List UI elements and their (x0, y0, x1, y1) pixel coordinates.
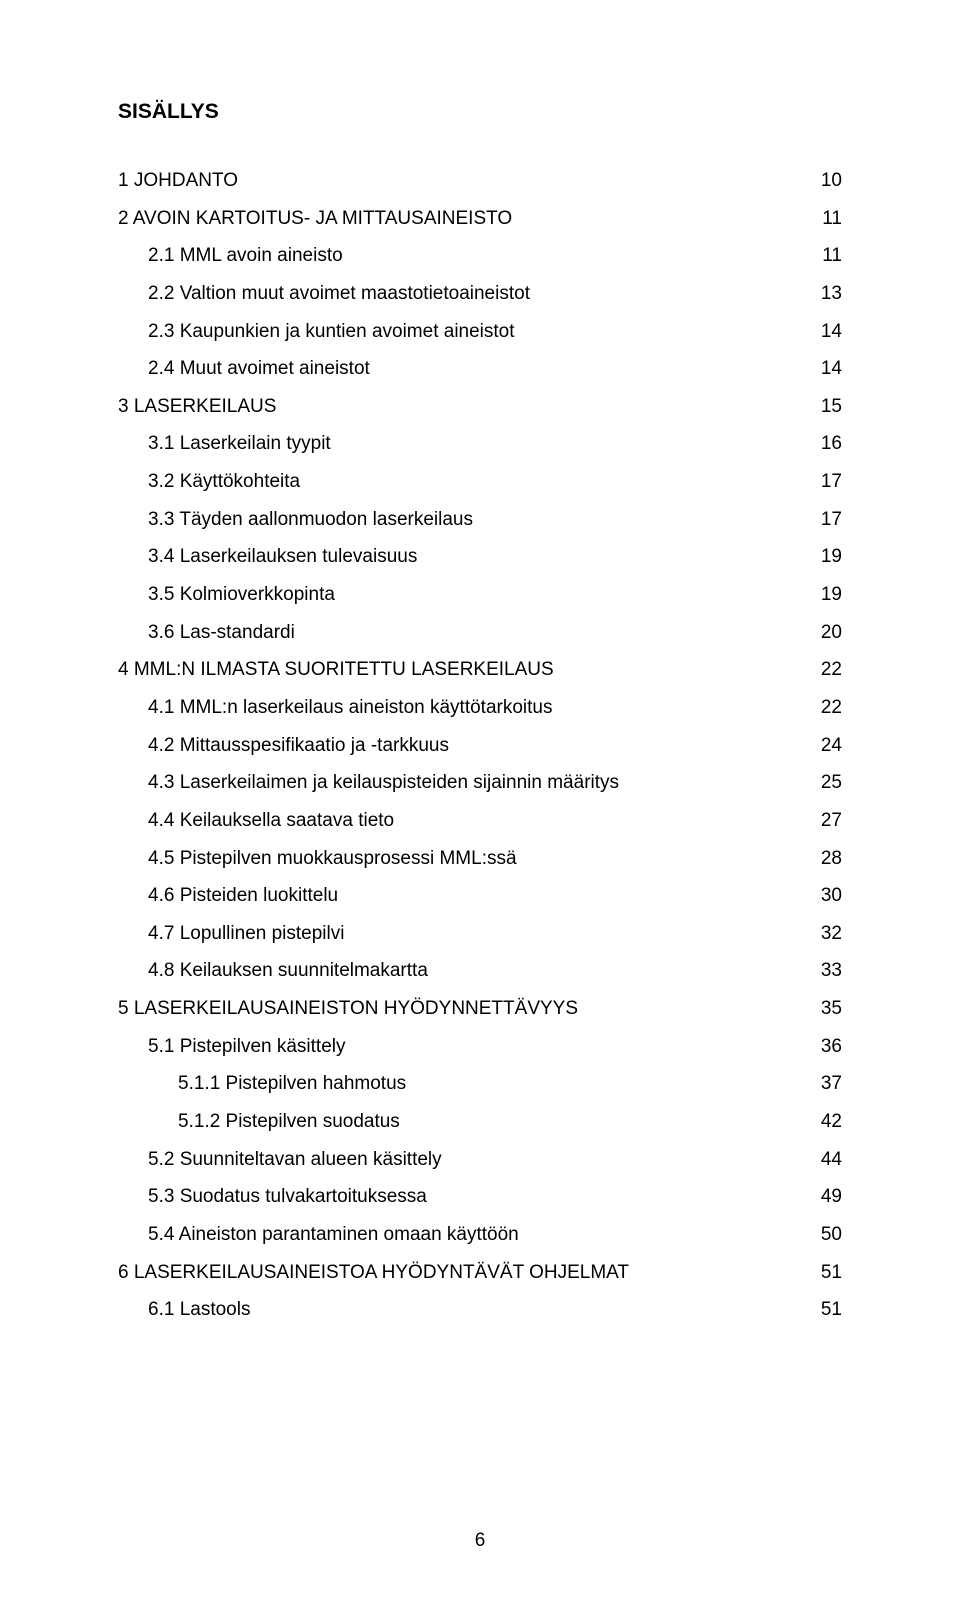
toc-entry-page: 22 (812, 657, 842, 683)
toc-entry-label: 2 AVOIN KARTOITUS- JA MITTAUSAINEISTO (118, 206, 812, 232)
toc-row: 3 LASERKEILAUS15 (118, 394, 842, 420)
toc-entry-page: 17 (812, 469, 842, 495)
toc-row: 2.3 Kaupunkien ja kuntien avoimet aineis… (118, 319, 842, 345)
toc-row: 2.4 Muut avoimet aineistot14 (118, 356, 842, 382)
toc-entry-label: 5.1 Pistepilven käsittely (118, 1034, 812, 1060)
toc-row: 4.4 Keilauksella saatava tieto27 (118, 808, 842, 834)
toc-entry-label: 6.1 Lastools (118, 1297, 812, 1323)
toc-entry-label: 4.1 MML:n laserkeilaus aineiston käyttöt… (118, 695, 812, 721)
toc-entry-label: 4.7 Lopullinen pistepilvi (118, 921, 812, 947)
toc-row: 3.2 Käyttökohteita17 (118, 469, 842, 495)
toc-entry-label: 4.3 Laserkeilaimen ja keilauspisteiden s… (118, 770, 812, 796)
toc-entry-page: 16 (812, 431, 842, 457)
toc-row: 1 JOHDANTO10 (118, 168, 842, 194)
toc-entry-page: 36 (812, 1034, 842, 1060)
toc-entry-label: 4.5 Pistepilven muokkausprosessi MML:ssä (118, 846, 812, 872)
toc-row: 5 LASERKEILAUSAINEISTON HYÖDYNNETTÄVYYS3… (118, 996, 842, 1022)
toc-entry-page: 14 (812, 319, 842, 345)
toc-entry-page: 11 (812, 243, 842, 269)
toc-entry-label: 5.1.2 Pistepilven suodatus (118, 1109, 812, 1135)
toc-row: 3.5 Kolmioverkkopinta19 (118, 582, 842, 608)
toc-entry-page: 33 (812, 958, 842, 984)
toc-entry-page: 37 (812, 1071, 842, 1097)
toc-entry-label: 5.3 Suodatus tulvakartoituksessa (118, 1184, 812, 1210)
toc-entry-page: 20 (812, 620, 842, 646)
page-number: 6 (0, 1530, 960, 1552)
toc-entry-page: 50 (812, 1222, 842, 1248)
toc-row: 4.8 Keilauksen suunnitelmakartta33 (118, 958, 842, 984)
toc-entry-page: 17 (812, 507, 842, 533)
toc-entry-label: 3.5 Kolmioverkkopinta (118, 582, 812, 608)
toc-entry-label: 4.2 Mittausspesifikaatio ja -tarkkuus (118, 733, 812, 759)
toc-row: 4.1 MML:n laserkeilaus aineiston käyttöt… (118, 695, 842, 721)
toc-row: 3.6 Las-standardi20 (118, 620, 842, 646)
toc-entry-label: 2.2 Valtion muut avoimet maastotietoaine… (118, 281, 812, 307)
toc-entry-label: 3.1 Laserkeilain tyypit (118, 431, 812, 457)
toc-entry-page: 24 (812, 733, 842, 759)
toc-entry-label: 3.4 Laserkeilauksen tulevaisuus (118, 544, 812, 570)
toc-entry-page: 15 (812, 394, 842, 420)
toc-entry-label: 3.2 Käyttökohteita (118, 469, 812, 495)
toc-entry-page: 10 (812, 168, 842, 194)
toc-entry-label: 3.3 Täyden aallonmuodon laserkeilaus (118, 507, 812, 533)
toc-entry-page: 30 (812, 883, 842, 909)
toc-entry-label: 5.4 Aineiston parantaminen omaan käyttöö… (118, 1222, 812, 1248)
toc-row: 4.7 Lopullinen pistepilvi32 (118, 921, 842, 947)
toc-entry-label: 4.8 Keilauksen suunnitelmakartta (118, 958, 812, 984)
toc-row: 5.1.1 Pistepilven hahmotus37 (118, 1071, 842, 1097)
toc-row: 6.1 Lastools51 (118, 1297, 842, 1323)
toc-entry-page: 14 (812, 356, 842, 382)
toc-row: 4.5 Pistepilven muokkausprosessi MML:ssä… (118, 846, 842, 872)
toc-entry-label: 4 MML:N ILMASTA SUORITETTU LASERKEILAUS (118, 657, 812, 683)
toc-row: 4 MML:N ILMASTA SUORITETTU LASERKEILAUS2… (118, 657, 842, 683)
toc-row: 3.1 Laserkeilain tyypit16 (118, 431, 842, 457)
toc-entry-page: 22 (812, 695, 842, 721)
toc-entry-label: 2.4 Muut avoimet aineistot (118, 356, 812, 382)
toc-entry-page: 42 (812, 1109, 842, 1135)
toc-row: 5.1 Pistepilven käsittely36 (118, 1034, 842, 1060)
toc-row: 6 LASERKEILAUSAINEISTOA HYÖDYNTÄVÄT OHJE… (118, 1260, 842, 1286)
toc-entry-page: 32 (812, 921, 842, 947)
toc-entry-page: 35 (812, 996, 842, 1022)
toc-entry-label: 5.2 Suunniteltavan alueen käsittely (118, 1147, 812, 1173)
toc-row: 3.4 Laserkeilauksen tulevaisuus19 (118, 544, 842, 570)
toc-entry-label: 2.3 Kaupunkien ja kuntien avoimet aineis… (118, 319, 812, 345)
toc-entry-label: 6 LASERKEILAUSAINEISTOA HYÖDYNTÄVÄT OHJE… (118, 1260, 812, 1286)
toc-row: 5.1.2 Pistepilven suodatus42 (118, 1109, 842, 1135)
toc-entry-page: 11 (812, 206, 842, 232)
toc-entry-page: 13 (812, 281, 842, 307)
toc-entry-page: 44 (812, 1147, 842, 1173)
toc-entry-label: 2.1 MML avoin aineisto (118, 243, 812, 269)
toc-entry-page: 28 (812, 846, 842, 872)
toc-row: 5.3 Suodatus tulvakartoituksessa49 (118, 1184, 842, 1210)
toc-entry-label: 4.6 Pisteiden luokittelu (118, 883, 812, 909)
toc-entry-page: 25 (812, 770, 842, 796)
toc-entry-page: 19 (812, 582, 842, 608)
toc-row: 2 AVOIN KARTOITUS- JA MITTAUSAINEISTO11 (118, 206, 842, 232)
toc-entry-page: 27 (812, 808, 842, 834)
toc-row: 5.2 Suunniteltavan alueen käsittely44 (118, 1147, 842, 1173)
toc-container: 1 JOHDANTO102 AVOIN KARTOITUS- JA MITTAU… (118, 168, 842, 1323)
toc-entry-label: 5.1.1 Pistepilven hahmotus (118, 1071, 812, 1097)
toc-entry-label: 1 JOHDANTO (118, 168, 812, 194)
toc-entry-page: 19 (812, 544, 842, 570)
toc-entry-label: 5 LASERKEILAUSAINEISTON HYÖDYNNETTÄVYYS (118, 996, 812, 1022)
toc-row: 5.4 Aineiston parantaminen omaan käyttöö… (118, 1222, 842, 1248)
toc-row: 2.2 Valtion muut avoimet maastotietoaine… (118, 281, 842, 307)
toc-row: 4.2 Mittausspesifikaatio ja -tarkkuus24 (118, 733, 842, 759)
toc-entry-page: 51 (812, 1260, 842, 1286)
toc-row: 2.1 MML avoin aineisto11 (118, 243, 842, 269)
toc-heading: SISÄLLYS (118, 100, 842, 124)
toc-entry-page: 49 (812, 1184, 842, 1210)
toc-row: 4.3 Laserkeilaimen ja keilauspisteiden s… (118, 770, 842, 796)
toc-entry-label: 3.6 Las-standardi (118, 620, 812, 646)
toc-entry-label: 3 LASERKEILAUS (118, 394, 812, 420)
toc-entry-label: 4.4 Keilauksella saatava tieto (118, 808, 812, 834)
toc-entry-page: 51 (812, 1297, 842, 1323)
toc-row: 3.3 Täyden aallonmuodon laserkeilaus17 (118, 507, 842, 533)
toc-row: 4.6 Pisteiden luokittelu30 (118, 883, 842, 909)
document-page: SISÄLLYS 1 JOHDANTO102 AVOIN KARTOITUS- … (0, 0, 960, 1600)
